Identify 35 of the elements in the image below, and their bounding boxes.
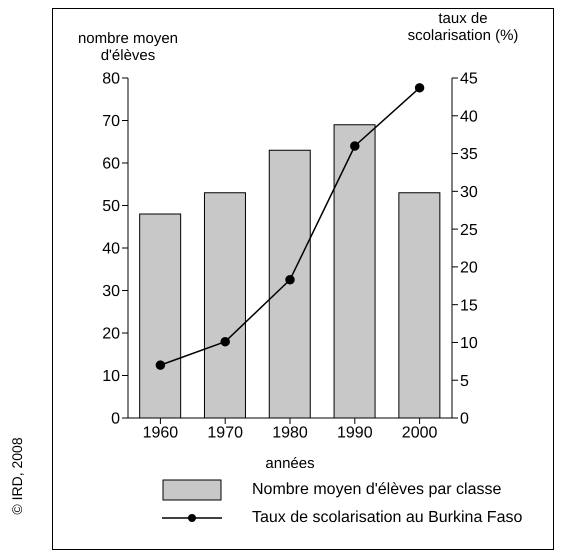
y-tick-label: 10 bbox=[102, 368, 120, 386]
y2-axis-title: taux de scolarisation (%) bbox=[406, 10, 520, 44]
x-axis-title: années bbox=[265, 455, 315, 472]
legend-label: Nombre moyen d'élèves par classe bbox=[252, 481, 502, 499]
y2-tick-label: 10 bbox=[460, 335, 478, 352]
y2-tick-label: 0 bbox=[460, 410, 469, 428]
point bbox=[156, 360, 166, 370]
y-tick-label: 40 bbox=[102, 240, 120, 258]
y2-tick-label: 30 bbox=[460, 184, 478, 202]
y-tick-label: 80 bbox=[102, 70, 120, 88]
x-tick-label: 2000 bbox=[402, 424, 438, 442]
y2-tick-label: 20 bbox=[460, 260, 478, 277]
y-axis-title: nombre moyen d'élèves bbox=[76, 30, 180, 64]
text: © IRD, 2008 bbox=[9, 436, 25, 517]
x-tick-label: 1980 bbox=[272, 424, 308, 442]
y-tick-label: 50 bbox=[102, 198, 120, 216]
y-tick-label: 60 bbox=[102, 156, 120, 173]
x-tick-label: 1970 bbox=[207, 424, 244, 442]
y2-tick-label: 15 bbox=[460, 297, 478, 314]
y2-tick-label: 25 bbox=[460, 222, 478, 239]
point bbox=[414, 83, 424, 93]
legend-label: Taux de scolarisation au Burkina Faso bbox=[252, 509, 522, 527]
y-tick-label: 70 bbox=[102, 113, 120, 130]
y-tick-label: 0 bbox=[111, 410, 120, 428]
point bbox=[350, 141, 360, 151]
y-tick-label: 30 bbox=[102, 283, 120, 300]
y2-tick-label: 5 bbox=[460, 372, 469, 390]
point bbox=[285, 274, 295, 284]
x-tick-label: 1960 bbox=[142, 424, 178, 442]
y-tick-label: 20 bbox=[102, 326, 120, 343]
y2-tick-label: 35 bbox=[460, 146, 478, 164]
y2-tick-label: 40 bbox=[460, 108, 478, 126]
point bbox=[220, 336, 230, 346]
y2-tick-label: 45 bbox=[460, 70, 478, 88]
x-tick-label: 1990 bbox=[337, 424, 373, 442]
